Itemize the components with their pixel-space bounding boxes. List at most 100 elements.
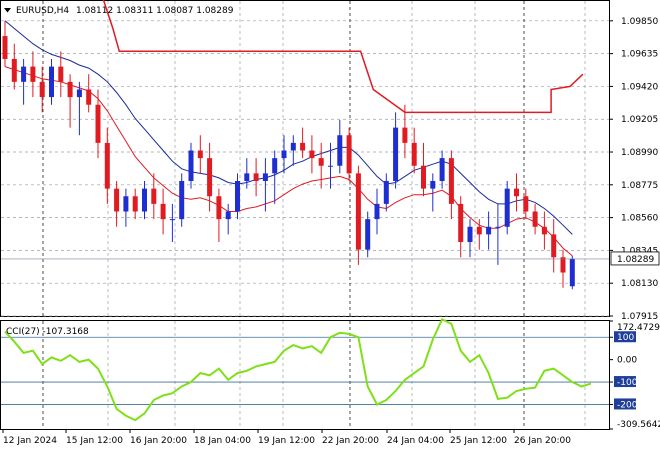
- cci-level-tag: [614, 376, 636, 388]
- ohlc-label: 1.08112 1.08311 1.08087 1.08289: [76, 6, 234, 16]
- price-tick-label: 1.07915: [621, 312, 658, 322]
- bear-candle: [458, 203, 464, 243]
- price-tick-label: 1.09850: [621, 17, 658, 27]
- bear-candle: [95, 104, 101, 143]
- bull-candle: [495, 226, 501, 228]
- bull-candle: [179, 181, 185, 220]
- bear-candle: [2, 36, 8, 59]
- bear-candle: [11, 58, 17, 82]
- bull-candle: [430, 181, 436, 189]
- cci-level-tag: [614, 331, 636, 343]
- bull-candle: [328, 165, 333, 167]
- price-tick-label: 1.08345: [621, 246, 658, 256]
- time-tick-label: 18 Jan 04:00: [194, 436, 251, 446]
- bull-candle: [142, 188, 147, 212]
- bear-candle: [421, 165, 426, 189]
- bear-candle: [448, 158, 454, 204]
- price-tick-label: 1.08560: [621, 214, 658, 224]
- bull-candle: [337, 135, 343, 166]
- bear-candle: [551, 234, 557, 258]
- bull-candle: [467, 226, 473, 243]
- bear-candle: [207, 158, 213, 197]
- price-tick-label: 1.09420: [621, 82, 658, 92]
- bear-candle: [104, 142, 110, 189]
- bear-candle: [58, 66, 64, 82]
- bull-candle: [504, 188, 510, 227]
- price-tick-label: 1.09635: [621, 50, 658, 60]
- symbol-label: EURUSD,H4: [16, 6, 69, 16]
- bull-candle: [76, 89, 82, 98]
- bear-candle: [86, 89, 92, 105]
- bull-candle: [225, 211, 231, 220]
- bull-candle: [49, 66, 54, 98]
- bull-candle: [262, 173, 268, 181]
- bull-candle: [272, 158, 278, 174]
- bear-candle: [132, 196, 138, 212]
- step-line: [102, 0, 584, 114]
- bear-candle: [151, 188, 157, 204]
- bull-candle: [365, 219, 371, 250]
- cci-level-tag: [614, 398, 636, 410]
- step-line: [102, 0, 584, 114]
- time-tick-label: 16 Jan 20:00: [130, 436, 187, 446]
- bull-candle: [486, 226, 492, 235]
- bull-candle: [123, 196, 129, 212]
- cci-level-label: -100: [617, 378, 638, 388]
- bull-candle: [290, 142, 296, 151]
- bear-candle: [114, 188, 120, 212]
- chart-header: EURUSD,H4 1.08112 1.08311 1.08087 1.0828…: [4, 6, 234, 16]
- time-axis: 12 Jan 2024 15 Jan 12:00 16 Jan 20:00 18 Ja…: [2, 429, 571, 446]
- bear-candle: [253, 173, 259, 181]
- cci-line: [4, 317, 592, 422]
- bull-candle: [188, 150, 194, 181]
- bear-candle: [67, 81, 73, 98]
- bull-candle: [374, 203, 380, 220]
- cci-series: [1, 317, 609, 422]
- bear-candle: [39, 81, 45, 98]
- cci-tick-label: 172.4729: [617, 323, 660, 333]
- bear-candle: [300, 142, 306, 151]
- bear-candle: [355, 173, 361, 250]
- bull-candle: [235, 181, 240, 212]
- current-price-tag: [610, 251, 660, 266]
- dropdown-arrow-icon[interactable]: [4, 8, 11, 13]
- candles: [2, 20, 575, 290]
- price-tick-label: 1.08130: [621, 279, 658, 289]
- main-chart-frame: [0, 0, 610, 317]
- time-tick-label: 24 Jan 04:00: [387, 436, 444, 446]
- time-tick-label: 15 Jan 12:00: [66, 436, 123, 446]
- bull-candle: [439, 158, 445, 181]
- bear-candle: [541, 226, 547, 235]
- moving-averages: [4, 20, 573, 257]
- bear-candle: [476, 226, 482, 235]
- slow-ma-line: [4, 20, 573, 235]
- bull-candle: [393, 127, 399, 181]
- bear-candle: [560, 257, 566, 273]
- bear-candle: [346, 135, 352, 174]
- cci-tick-label: 0.00: [617, 356, 637, 366]
- bear-candle: [411, 142, 417, 166]
- bear-candle: [216, 196, 222, 220]
- bear-candle: [309, 150, 315, 159]
- cci-tick-label: -309.5642: [617, 420, 660, 430]
- bear-candle: [532, 211, 538, 227]
- time-tick-label: 26 Jan 20:00: [514, 436, 571, 446]
- bull-candle: [21, 66, 27, 82]
- cci-label: CCI(27) -107.3168: [6, 327, 89, 337]
- price-tick-label: 1.08775: [621, 181, 658, 191]
- cci-level-label: 100: [617, 333, 634, 343]
- bull-candle: [169, 219, 175, 221]
- fast-ma-line: [4, 66, 573, 257]
- bear-candle: [318, 158, 324, 166]
- bull-candle: [569, 258, 575, 287]
- time-tick-label: 12 Jan 2024: [3, 436, 57, 446]
- bear-candle: [402, 127, 408, 143]
- price-tick-label: 1.08990: [621, 148, 658, 158]
- current-price-label: 1.08289: [617, 255, 654, 265]
- bear-candle: [160, 203, 166, 220]
- bear-candle: [514, 188, 519, 197]
- bear-candle: [197, 150, 203, 159]
